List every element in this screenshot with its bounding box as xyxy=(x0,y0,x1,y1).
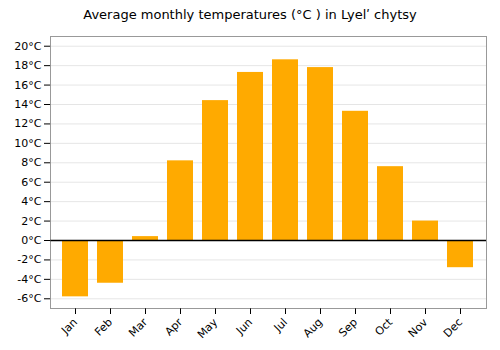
svg-text:6°C: 6°C xyxy=(21,176,41,189)
svg-text:0°C: 0°C xyxy=(21,234,41,247)
svg-text:Sep: Sep xyxy=(336,316,360,340)
html-text:Average monthly temperatures (: Average monthly temperatures (°C ) in Ly… xyxy=(83,7,417,22)
svg-text:Dec: Dec xyxy=(441,316,465,340)
svg-text:Jan: Jan xyxy=(58,316,80,338)
svg-text:Aug: Aug xyxy=(301,316,325,340)
svg-text:Feb: Feb xyxy=(92,316,115,339)
svg-text:14°C: 14°C xyxy=(14,98,41,111)
svg-text:12°C: 12°C xyxy=(14,117,41,130)
svg-text:-2°C: -2°C xyxy=(17,253,41,266)
svg-text:May: May xyxy=(195,315,221,341)
svg-text:Apr: Apr xyxy=(162,315,185,338)
svg-text:20°C: 20°C xyxy=(14,40,41,53)
svg-text:Jul: Jul xyxy=(271,316,290,335)
svg-text:16°C: 16°C xyxy=(14,79,41,92)
svg-text:-6°C: -6°C xyxy=(17,292,41,305)
svg-text:-4°C: -4°C xyxy=(17,273,41,286)
svg-text:Oct: Oct xyxy=(372,315,395,338)
svg-text:10°C: 10°C xyxy=(14,137,41,150)
svg-text:2°C: 2°C xyxy=(21,215,41,228)
svg-text:Jun: Jun xyxy=(233,316,255,338)
svg-text:Mar: Mar xyxy=(126,315,150,339)
svg-text:Nov: Nov xyxy=(406,315,431,340)
svg-text:4°C: 4°C xyxy=(21,195,41,208)
svg-text:18°C: 18°C xyxy=(14,59,41,72)
svg-text:8°C: 8°C xyxy=(21,156,41,169)
